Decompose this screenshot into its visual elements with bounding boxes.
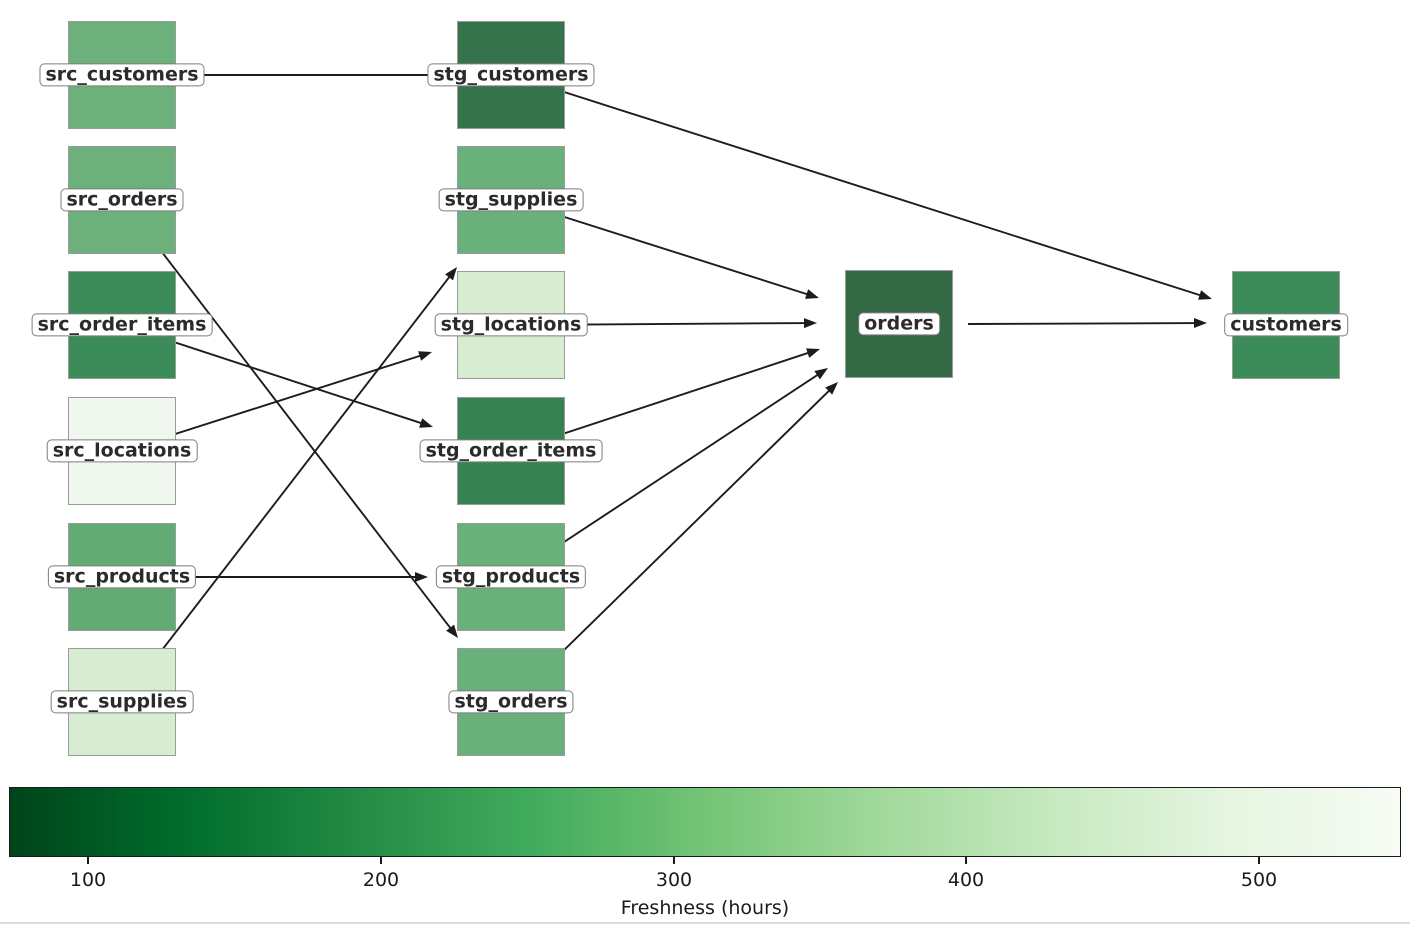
colorbar-tick-mark-300 — [673, 857, 675, 864]
arrowhead-src_orders-stg_orders — [446, 624, 458, 638]
arrowhead-stg_supplies-orders — [805, 289, 819, 299]
arrowhead-stg_locations-orders — [803, 318, 817, 329]
arrowhead-orders-customers — [1193, 318, 1207, 329]
node-label-src_customers: src_customers — [39, 63, 205, 87]
colorbar-tick-mark-400 — [965, 857, 967, 864]
colorbar-tick-label-200: 200 — [362, 869, 400, 891]
edge-stg_customers-customers — [510, 74, 1205, 298]
node-label-stg_locations: stg_locations — [434, 313, 588, 337]
colorbar-tick-mark-200 — [380, 857, 382, 864]
node-label-src_supplies: src_supplies — [50, 690, 194, 714]
arrowhead-stg_orders-orders — [825, 382, 838, 395]
figure-bottom-edge — [0, 922, 1410, 924]
node-label-src_order_items: src_order_items — [31, 313, 213, 337]
arrowhead-src_order_items-stg_order_items — [419, 418, 433, 428]
node-label-src_locations: src_locations — [46, 439, 198, 463]
colorbar-tick-label-400: 400 — [947, 869, 985, 891]
arrowhead-stg_products-orders — [814, 368, 828, 380]
node-label-orders: orders — [858, 312, 940, 336]
node-label-stg_products: stg_products — [435, 565, 587, 589]
node-label-customers: customers — [1224, 313, 1348, 337]
colorbar-tick-label-300: 300 — [655, 869, 693, 891]
node-label-stg_order_items: stg_order_items — [419, 439, 603, 463]
arrowhead-src_products-stg_products — [415, 572, 428, 582]
node-label-src_orders: src_orders — [60, 188, 184, 212]
colorbar-tick-mark-500 — [1258, 857, 1260, 864]
node-label-stg_orders: stg_orders — [448, 690, 574, 714]
arrowhead-stg_order_items-orders — [806, 348, 820, 358]
arrowhead-stg_customers-customers — [1198, 290, 1212, 300]
colorbar-tick-mark-100 — [87, 857, 89, 864]
edge-orders-customers — [967, 322, 1200, 325]
freshness-colorbar — [9, 787, 1401, 857]
colorbar-tick-label-500: 500 — [1240, 869, 1278, 891]
edge-src_supplies-stg_supplies — [121, 272, 453, 703]
edge-src_orders-stg_orders — [121, 199, 455, 633]
arrowhead-src_locations-stg_locations — [418, 351, 432, 361]
arrowhead-src_supplies-stg_supplies — [445, 267, 457, 281]
node-label-stg_customers: stg_customers — [427, 63, 595, 87]
node-label-src_products: src_products — [47, 565, 197, 589]
node-label-stg_supplies: stg_supplies — [438, 188, 584, 212]
colorbar-tick-label-100: 100 — [69, 869, 107, 891]
colorbar-axis-label: Freshness (hours) — [620, 897, 790, 919]
